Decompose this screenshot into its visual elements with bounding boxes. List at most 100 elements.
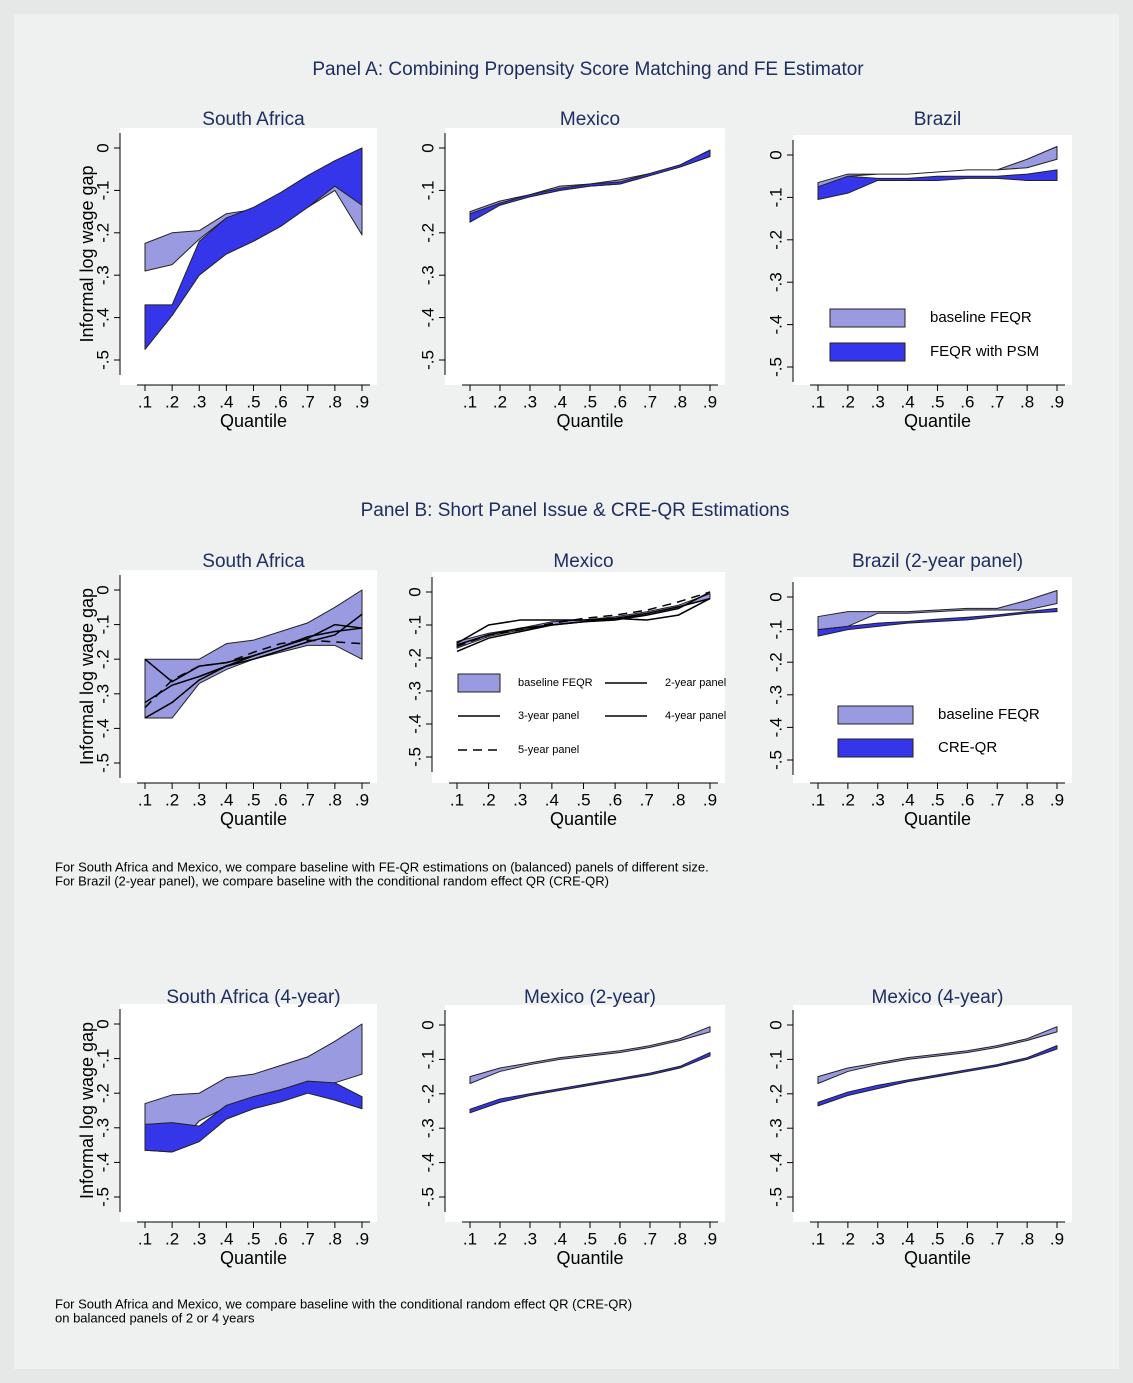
y-tick-label: -.1 <box>766 1049 785 1069</box>
x-tick-label: .7 <box>643 1229 657 1248</box>
x-axis-label: Quantile <box>220 411 287 431</box>
line <box>144 613 363 719</box>
chart-title: South Africa <box>202 109 305 130</box>
x-tick-label: .6 <box>960 1229 974 1248</box>
y-tick-label: -.3 <box>766 272 785 292</box>
x-tick-label: .1 <box>138 790 152 809</box>
y-tick-label: 0 <box>405 587 424 596</box>
y-tick-label: -.4 <box>93 308 112 328</box>
line <box>144 627 363 704</box>
y-tick-label: -.2 <box>418 223 437 243</box>
x-tick-label: .4 <box>545 790 559 809</box>
x-tick-label: .5 <box>583 1229 597 1248</box>
y-tick-label: -.2 <box>766 652 785 672</box>
x-tick-label: .5 <box>246 392 260 411</box>
x-tick-label: .8 <box>1020 790 1034 809</box>
y-axis-label: Informal log wage gap <box>77 1022 97 1199</box>
x-tick-label: .5 <box>583 392 597 411</box>
line <box>456 591 711 648</box>
x-tick-label: .9 <box>1050 1229 1064 1248</box>
line <box>144 639 363 709</box>
y-tick-label: -.3 <box>93 1118 112 1138</box>
x-tick-label: .4 <box>901 1229 915 1248</box>
panel-title: Panel A: Combining Propensity Score Matc… <box>312 59 864 80</box>
band <box>144 147 363 350</box>
y-axis-label: Informal log wage gap <box>77 165 97 342</box>
x-tick-label: .9 <box>703 1229 717 1248</box>
x-axis-label: Quantile <box>550 809 617 829</box>
x-tick-label: .9 <box>355 790 369 809</box>
y-tick-label: 0 <box>766 150 785 159</box>
x-tick-label: .1 <box>138 392 152 411</box>
x-axis-label: Quantile <box>220 1248 287 1268</box>
y-tick-label: -.4 <box>766 1153 785 1173</box>
y-tick-label: -.1 <box>93 180 112 200</box>
x-tick-label: .8 <box>673 392 687 411</box>
legend-label: 2-year panel <box>665 677 726 689</box>
x-tick-label: .1 <box>463 1229 477 1248</box>
x-tick-label: .5 <box>930 790 944 809</box>
band <box>817 146 1058 192</box>
y-tick-label: 0 <box>93 1019 112 1028</box>
x-tick-label: .2 <box>482 790 496 809</box>
y-tick-label: -.3 <box>93 265 112 285</box>
note: For South Africa and Mexico, we compare … <box>55 859 709 874</box>
x-axis-label: Quantile <box>904 1248 971 1268</box>
x-tick-label: .5 <box>246 1229 260 1248</box>
x-tick-label: .6 <box>274 392 288 411</box>
x-axis-label: Quantile <box>220 809 287 829</box>
x-tick-label: .6 <box>960 392 974 411</box>
x-tick-label: .7 <box>990 1229 1004 1248</box>
y-tick-label: 0 <box>766 1020 785 1029</box>
x-tick-label: .4 <box>553 392 567 411</box>
x-tick-label: .7 <box>301 1229 315 1248</box>
y-tick-label: -.5 <box>93 753 112 773</box>
legend-label: baseline FEQR <box>930 309 1032 326</box>
y-tick-label: -.5 <box>418 1187 437 1207</box>
legend-label: FEQR with PSM <box>930 343 1039 360</box>
x-tick-label: .7 <box>640 790 654 809</box>
x-tick-label: .9 <box>1050 392 1064 411</box>
x-tick-label: .3 <box>513 790 527 809</box>
band <box>817 589 1058 631</box>
band <box>469 149 711 223</box>
y-tick-label: 0 <box>766 592 785 601</box>
y-tick-label: -.1 <box>93 615 112 635</box>
chart-title: Brazil <box>914 109 962 130</box>
band <box>817 1045 1058 1107</box>
x-tick-label: .1 <box>138 1229 152 1248</box>
legend-label: CRE-QR <box>938 739 997 756</box>
y-tick-label: -.3 <box>766 685 785 705</box>
legend-label: 3-year panel <box>518 710 579 722</box>
x-tick-label: .8 <box>1020 392 1034 411</box>
legend-swatch <box>837 738 914 758</box>
plot-area <box>445 128 725 385</box>
x-tick-label: .9 <box>1050 790 1064 809</box>
band <box>817 1026 1058 1084</box>
x-tick-label: .4 <box>219 790 233 809</box>
x-tick-label: .7 <box>990 790 1004 809</box>
x-tick-label: .1 <box>450 790 464 809</box>
x-tick-label: .2 <box>493 1229 507 1248</box>
legend-swatch <box>457 673 501 693</box>
x-tick-label: .6 <box>274 1229 288 1248</box>
y-tick-label: -.4 <box>418 1153 437 1173</box>
legend-swatch <box>837 705 914 725</box>
x-tick-label: .6 <box>613 1229 627 1248</box>
x-tick-label: .5 <box>930 392 944 411</box>
band <box>144 589 363 719</box>
chart-title: Mexico (2-year) <box>524 987 656 1008</box>
x-tick-label: .6 <box>608 790 622 809</box>
band <box>817 169 1058 201</box>
y-tick-label: -.5 <box>405 747 424 767</box>
y-tick-label: -.3 <box>418 265 437 285</box>
y-tick-label: -.3 <box>93 684 112 704</box>
x-axis-label: Quantile <box>556 411 623 431</box>
y-tick-label: -.3 <box>405 681 424 701</box>
y-axis-label: Informal log wage gap <box>77 588 97 765</box>
y-tick-label: -.1 <box>766 620 785 640</box>
band <box>817 607 1058 637</box>
y-tick-label: -.2 <box>766 230 785 250</box>
x-tick-label: .8 <box>671 790 685 809</box>
x-tick-label: .4 <box>901 392 915 411</box>
